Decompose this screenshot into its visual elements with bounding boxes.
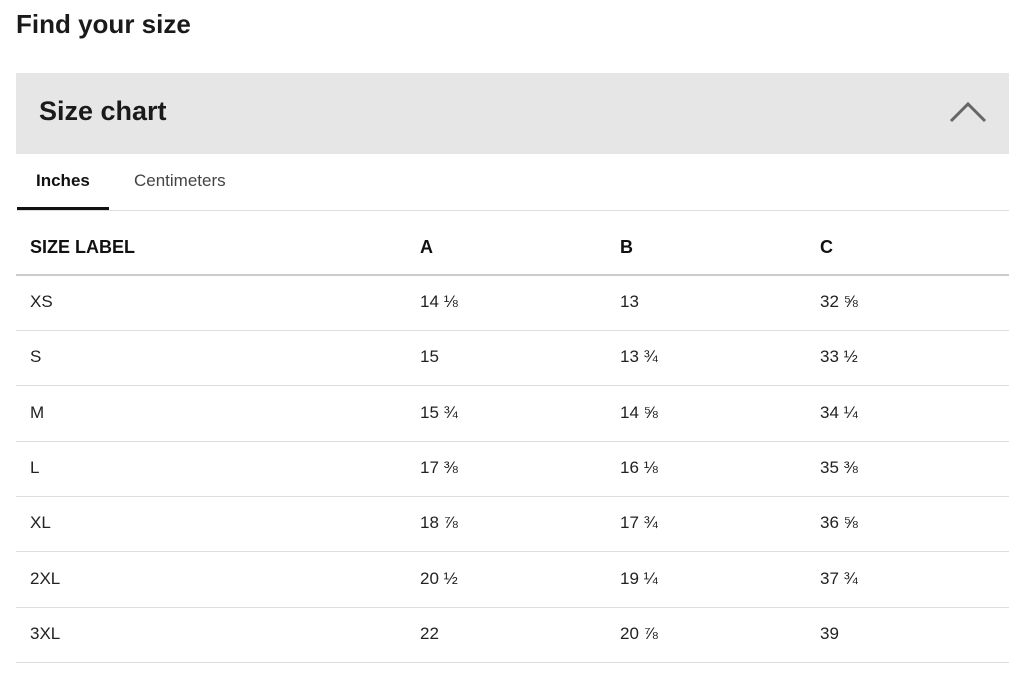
- tab[interactable]: Inches: [36, 171, 90, 190]
- size-label: L: [30, 457, 40, 477]
- column-header: SIZE LABEL: [30, 237, 136, 257]
- tab[interactable]: Centimeters: [134, 171, 226, 190]
- measurement: 13: [620, 292, 639, 311]
- active-tab-indicator: [17, 207, 109, 210]
- measurement: 33 ½: [820, 347, 858, 367]
- size-label: XL: [30, 513, 51, 533]
- tab-divider: [17, 210, 1009, 211]
- row-rule: [16, 330, 1009, 331]
- size-label: XS: [30, 292, 53, 311]
- column-header: B: [620, 237, 633, 257]
- measurement: 16 ⅛: [620, 457, 658, 477]
- measurement: 19 ¼: [620, 568, 658, 588]
- column-header: C: [820, 237, 833, 257]
- measurement: 22: [420, 623, 439, 643]
- measurement: 17 ⅜: [420, 457, 458, 477]
- row-rule: [16, 606, 1009, 608]
- row-rule: [16, 385, 1009, 387]
- measurement: 37 ¾: [820, 568, 858, 588]
- measurement: 36 ⅝: [820, 513, 858, 533]
- measurement: 34 ¼: [820, 402, 858, 422]
- size-label: 3XL: [30, 623, 61, 643]
- panel-title: Size chart: [39, 96, 167, 126]
- measurement: 14 ⅝: [620, 402, 658, 422]
- row-rule: [16, 661, 1009, 663]
- header-rule: [16, 274, 1009, 276]
- measurement: 17 ¾: [620, 513, 658, 533]
- column-header: A: [420, 237, 433, 257]
- measurement: 35 ⅜: [820, 457, 858, 477]
- measurement: 39: [820, 623, 839, 643]
- measurement: 18 ⅞: [420, 513, 458, 533]
- measurement: 13 ¾: [620, 347, 658, 367]
- row-rule: [16, 440, 1009, 442]
- size-label: 2XL: [30, 568, 61, 588]
- measurement: 20 ⅞: [620, 623, 658, 643]
- measurement: 14 ⅛: [420, 292, 458, 311]
- measurement: 15 ¾: [420, 402, 458, 422]
- size-label: S: [30, 347, 42, 367]
- row-rule: [16, 495, 1009, 497]
- row-rule: [16, 551, 1009, 553]
- collapse-chevron[interactable]: [949, 99, 987, 123]
- size-chart-header[interactable]: Size chart: [16, 73, 1009, 154]
- measurement: 32 ⅝: [820, 292, 858, 311]
- size-label: M: [30, 402, 45, 422]
- measurement: 15: [420, 347, 439, 367]
- page-title: Find your size: [16, 9, 191, 39]
- measurement: 20 ½: [420, 568, 458, 588]
